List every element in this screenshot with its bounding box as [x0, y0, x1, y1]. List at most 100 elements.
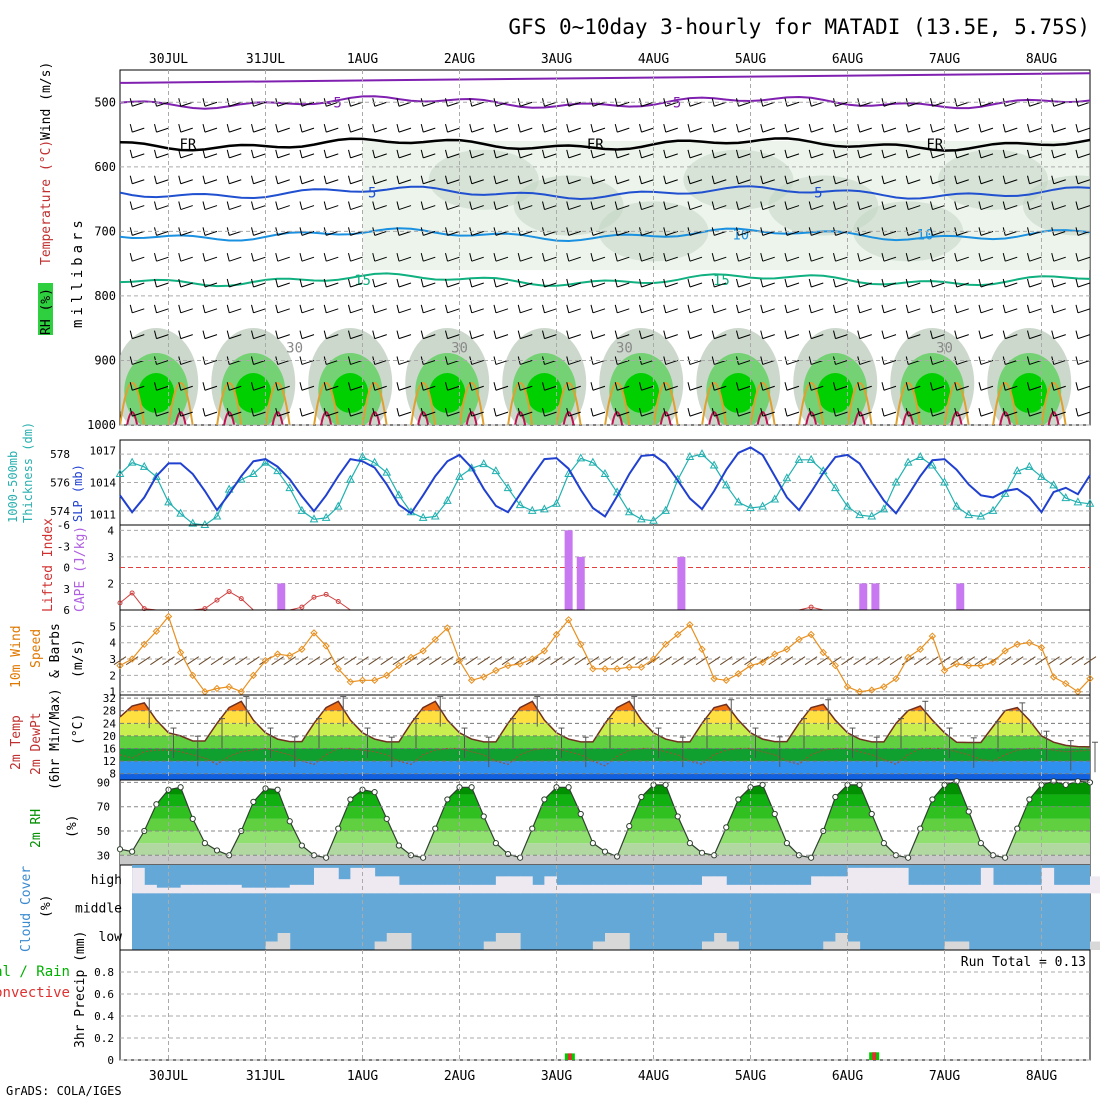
wind-barb: [326, 230, 339, 236]
wind-barb: [738, 282, 751, 288]
cloud-high-bar: [592, 884, 606, 894]
wind-barb-flag: [808, 123, 812, 133]
wind-barb-flag: [687, 330, 691, 339]
wind-barb: [423, 101, 436, 107]
wind-barb-flag: [226, 123, 230, 133]
wind-barb: [714, 230, 727, 236]
cloud-high-bar: [883, 867, 897, 894]
ua-ytick: 700: [94, 224, 116, 238]
wind-barb-flag: [348, 123, 351, 133]
rh-label-1: 2m RH: [29, 809, 44, 848]
wind-barb: [132, 179, 145, 185]
thickness-point: [867, 511, 877, 520]
thickness-point: [576, 453, 586, 462]
wind-barb: [447, 282, 460, 288]
top-date-label: 7AUG: [929, 52, 960, 67]
rh-point: [213, 847, 221, 854]
wind-barb-flag: [954, 201, 958, 210]
wind-barb: [956, 359, 969, 365]
wind-barb-flag: [396, 356, 400, 365]
cloud-high-bar: [398, 884, 412, 894]
wind-barb-flag: [275, 407, 279, 417]
bottom-date-axis: 30JUL 31JUL 1AUG 2AUG 3AUG 4AUG 5AUG 6AUG 7AUG 8A…: [149, 1069, 1057, 1084]
wind-barb-flag: [106, 202, 108, 210]
wind-barb: [350, 256, 363, 262]
wind-barb-flag: [275, 175, 279, 184]
wind-barb-flag: [1002, 382, 1006, 391]
wind-barb-flag: [639, 304, 642, 313]
wind-barb: [956, 205, 969, 211]
wind-barb: [641, 411, 654, 417]
low-level-contour: [555, 382, 582, 425]
wind-barb-flag: [808, 356, 812, 365]
wind-speed-point: [189, 671, 197, 680]
rh-point: [601, 848, 609, 855]
wind-speed-point: [225, 683, 233, 691]
wind-barb-flag: [954, 382, 958, 391]
cape-bar: [564, 530, 573, 610]
cape-ytick: 3: [107, 551, 114, 564]
wind-barb-flag: [808, 304, 812, 313]
low-level-contour-inner: [223, 411, 236, 425]
wind-barb-10m: [538, 656, 551, 666]
cloud-high-bar: [653, 884, 667, 894]
thickness-point: [758, 501, 767, 510]
wind-barb-flag: [711, 304, 715, 313]
wind-barb: [689, 101, 703, 107]
wind-barb-10m: [125, 656, 139, 666]
wind-barb: [641, 308, 654, 314]
wind-barb-flag: [129, 227, 133, 236]
wind-barb: [229, 282, 242, 288]
wind-barb: [471, 153, 484, 159]
wind-barb-flag: [420, 407, 424, 417]
wind-speed-point: [649, 655, 658, 663]
wind-barb: [835, 256, 848, 262]
wind-barb: [811, 308, 824, 314]
wind-barb-10m: [732, 656, 745, 666]
rh-point: [638, 793, 645, 801]
cloud-low-bar: [495, 933, 509, 950]
wind-barb: [544, 153, 557, 159]
wind-barb: [1005, 230, 1018, 236]
wind-barb-flag: [808, 407, 812, 417]
rh-point: [698, 849, 706, 856]
thickness-point: [479, 459, 489, 468]
wind-barb: [859, 359, 872, 365]
th-ytick-left: 574: [50, 505, 70, 518]
wind-barb: [156, 101, 169, 107]
cloud-high-bar: [629, 884, 642, 894]
wind-barb: [520, 359, 533, 365]
wind-barb: [277, 411, 290, 417]
wind-barb: [204, 101, 218, 107]
wind-barb: [156, 411, 169, 417]
wind-barb: [229, 385, 242, 391]
wind-barb-flag: [251, 330, 254, 339]
wind-barb: [277, 205, 290, 211]
thickness-point: [928, 460, 937, 469]
wind-barb: [714, 256, 727, 262]
wind-barb: [471, 256, 484, 262]
thickness-point: [261, 457, 270, 466]
contour-label: -5: [664, 95, 681, 111]
wind-barb-flag: [663, 175, 667, 184]
wind-barb: [1005, 411, 1018, 417]
wind-barb: [495, 308, 509, 314]
wind-barb: [689, 385, 703, 391]
cloud-high-bar: [277, 887, 291, 894]
wind-barb: [301, 359, 315, 365]
wind-barb-flag: [1027, 253, 1030, 262]
contour-label: 5: [368, 186, 376, 202]
wind-barb: [689, 205, 703, 211]
wind-barb: [592, 359, 606, 365]
top-date-label: 31JUL: [246, 52, 285, 67]
wind-barb-10m: [1083, 656, 1097, 666]
wind-barb: [738, 308, 751, 314]
wind-barb: [301, 385, 315, 391]
wind-barb: [956, 153, 969, 159]
wind-speed-point: [795, 635, 803, 644]
thickness-point: [321, 512, 331, 521]
wind-barb-10m: [889, 656, 903, 666]
wind-barb: [520, 127, 533, 133]
wind-barb-flag: [784, 304, 788, 313]
lifted-index-point: [214, 597, 220, 603]
